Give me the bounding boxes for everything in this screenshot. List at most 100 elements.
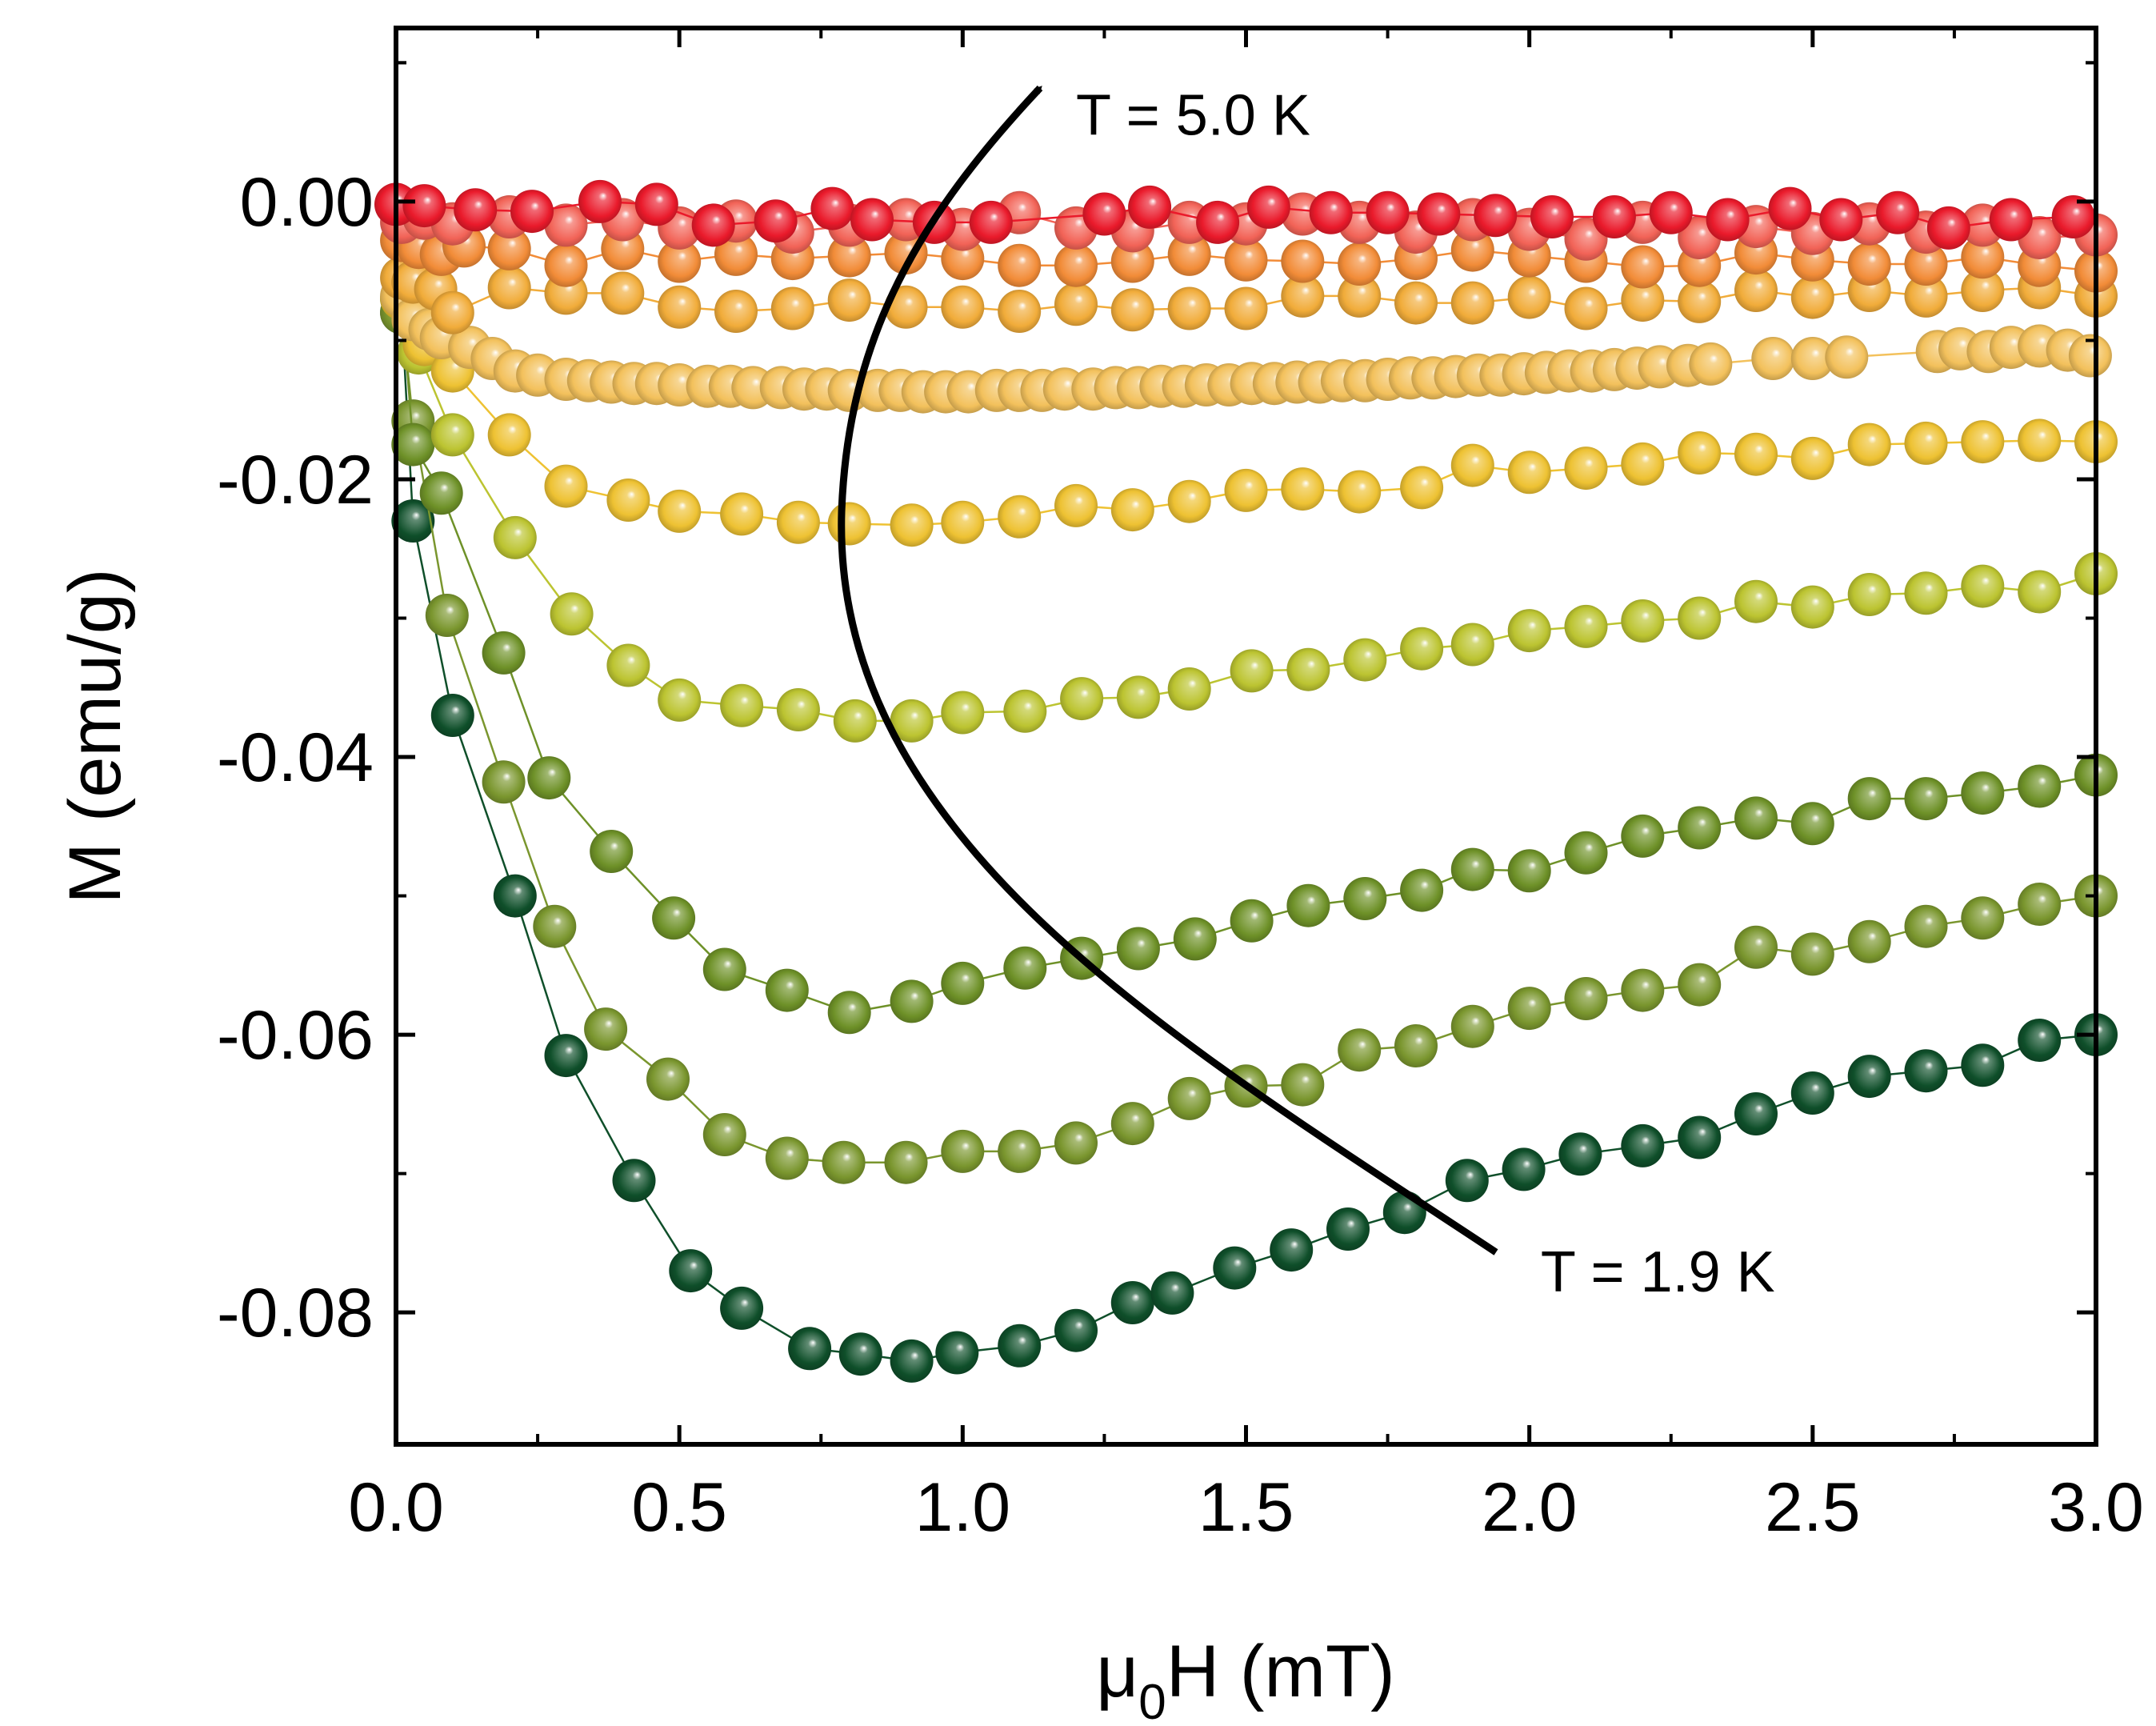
data-point bbox=[493, 515, 537, 559]
data-point bbox=[482, 631, 526, 675]
data-point bbox=[827, 502, 871, 546]
data-point bbox=[1230, 649, 1274, 693]
y-tick-label: -0.08 bbox=[217, 1275, 374, 1352]
data-point bbox=[1678, 596, 1722, 640]
data-point bbox=[1790, 1071, 1834, 1115]
data-point bbox=[1847, 573, 1891, 616]
data-point bbox=[1150, 1271, 1194, 1315]
data-point bbox=[1734, 269, 1778, 312]
axis-ticks bbox=[394, 28, 2098, 1444]
data-point bbox=[890, 979, 934, 1023]
data-point bbox=[2068, 334, 2112, 378]
data-point bbox=[1417, 192, 1461, 236]
data-point bbox=[1621, 968, 1665, 1012]
data-point bbox=[1530, 195, 1574, 238]
data-point bbox=[1989, 198, 2033, 242]
data-point bbox=[941, 691, 985, 735]
data-point bbox=[1904, 904, 1948, 948]
data-point bbox=[827, 278, 871, 322]
data-point bbox=[1450, 443, 1494, 487]
data-point bbox=[998, 495, 1042, 539]
data-point bbox=[658, 239, 702, 283]
data-point bbox=[2018, 418, 2062, 463]
data-point bbox=[1751, 337, 1795, 380]
data-point bbox=[714, 232, 758, 276]
data-point bbox=[827, 991, 871, 1035]
data-point bbox=[890, 699, 934, 743]
data-point bbox=[720, 683, 764, 727]
data-point bbox=[765, 968, 809, 1012]
data-point bbox=[1678, 963, 1722, 1007]
data-point bbox=[1621, 599, 1665, 643]
data-point bbox=[1825, 335, 1869, 379]
data-point bbox=[1790, 932, 1834, 976]
y-tick-label: -0.06 bbox=[217, 997, 374, 1074]
data-point bbox=[720, 492, 764, 536]
data-point bbox=[1564, 831, 1608, 875]
data-point bbox=[1054, 282, 1098, 326]
data-point bbox=[1649, 190, 1693, 234]
data-point bbox=[1054, 1308, 1098, 1352]
data-point bbox=[1110, 288, 1154, 332]
data-point bbox=[1400, 627, 1444, 671]
data-point bbox=[391, 422, 435, 467]
data-point bbox=[1343, 638, 1387, 682]
data-point bbox=[1507, 609, 1551, 653]
data-point bbox=[1167, 232, 1211, 276]
data-point bbox=[1558, 1132, 1602, 1176]
data-point bbox=[1678, 1115, 1722, 1159]
data-point bbox=[1961, 564, 2005, 608]
data-point bbox=[1734, 579, 1778, 623]
data-point bbox=[487, 226, 531, 270]
data-point bbox=[1116, 927, 1160, 971]
data-point bbox=[1281, 274, 1325, 318]
series-1 bbox=[380, 290, 2118, 1184]
data-point bbox=[998, 1324, 1042, 1368]
x-axis-title: μ0H (mT) bbox=[1096, 1631, 1395, 1726]
data-point bbox=[838, 1332, 882, 1376]
data-point bbox=[1003, 689, 1047, 733]
data-point bbox=[1904, 242, 1948, 286]
data-point bbox=[1502, 1147, 1546, 1191]
data-point bbox=[1343, 877, 1387, 920]
data-point bbox=[1961, 235, 2005, 279]
data-point bbox=[1904, 274, 1948, 318]
data-point bbox=[1309, 190, 1353, 234]
data-point bbox=[652, 896, 696, 940]
data-point bbox=[1847, 422, 1891, 467]
data-point bbox=[1926, 206, 1970, 250]
data-point bbox=[941, 285, 985, 329]
data-point bbox=[1621, 1123, 1665, 1167]
x-axis-title-subscript: 0 bbox=[1138, 1675, 1166, 1726]
data-point bbox=[702, 947, 746, 991]
data-point bbox=[1790, 337, 1834, 380]
data-point bbox=[1281, 1063, 1325, 1107]
y-tick-label: -0.02 bbox=[217, 442, 374, 519]
data-point bbox=[1338, 1028, 1382, 1072]
data-point bbox=[1734, 796, 1778, 840]
data-point bbox=[550, 592, 594, 636]
data-point bbox=[1394, 281, 1438, 325]
data-point bbox=[1281, 467, 1325, 511]
data-point bbox=[1224, 286, 1268, 330]
data-point bbox=[1338, 470, 1382, 514]
data-point bbox=[1082, 192, 1126, 236]
data-point bbox=[1196, 200, 1240, 244]
x-tick-label: 1.0 bbox=[915, 1469, 1011, 1546]
data-point bbox=[658, 678, 702, 722]
data-point bbox=[1173, 917, 1217, 961]
y-tick-label: -0.04 bbox=[217, 719, 374, 796]
data-point bbox=[2051, 195, 2095, 238]
tick-labels: 0.0 0.5 1.0 1.5 2.0 2.5 3.0 0.00 -0.02 -0.04 -0.06… bbox=[217, 164, 2144, 1546]
data-point bbox=[890, 503, 934, 547]
data-point bbox=[533, 904, 577, 948]
annotation-temperature-high: T = 5.0 K bbox=[1076, 84, 1310, 148]
data-point bbox=[1110, 1281, 1154, 1324]
data-point bbox=[1564, 286, 1608, 330]
data-point bbox=[1060, 677, 1104, 721]
data-point bbox=[1904, 571, 1948, 615]
data-point bbox=[998, 243, 1042, 287]
data-point bbox=[1382, 1191, 1426, 1235]
data-point bbox=[1689, 342, 1733, 386]
series-0 bbox=[380, 290, 2118, 1383]
